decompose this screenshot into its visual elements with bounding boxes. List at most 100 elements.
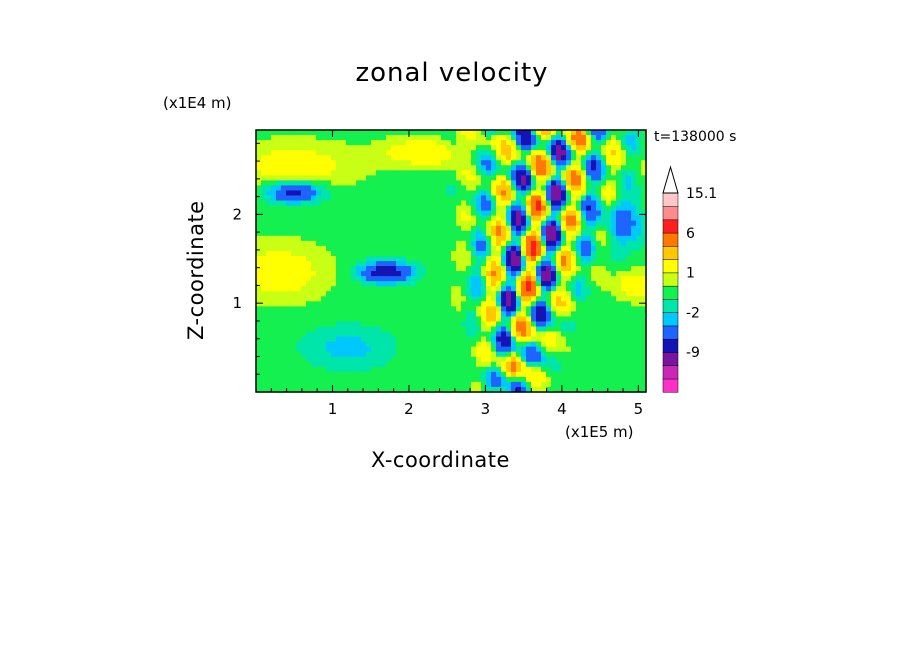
field-cell [291, 351, 297, 358]
field-cell [636, 351, 642, 358]
field-cell [366, 361, 372, 368]
field-cell [591, 381, 597, 388]
field-cell [361, 271, 367, 277]
field-cell [361, 220, 367, 227]
field-cell [556, 145, 562, 151]
field-cell [501, 185, 507, 192]
field-cell [456, 356, 462, 363]
field-cell [296, 155, 302, 161]
field-cell [426, 316, 432, 323]
field-cell [496, 195, 502, 202]
field-cell [456, 200, 462, 207]
field-cell [481, 281, 487, 287]
field-cell [556, 150, 562, 156]
field-cell [296, 286, 302, 292]
field-cell [401, 311, 407, 318]
field-cell [476, 291, 482, 297]
field-cell [521, 341, 527, 348]
field-cell [381, 346, 387, 353]
field-cell [341, 366, 347, 373]
field-cell [271, 356, 277, 363]
field-cell [316, 301, 322, 307]
field-cell [556, 255, 562, 262]
field-cell [481, 135, 487, 141]
field-cell [441, 225, 447, 232]
field-cell [286, 381, 292, 388]
field-cell [286, 195, 292, 202]
field-cell [391, 200, 397, 207]
field-cell [311, 266, 317, 272]
field-cell [351, 150, 357, 156]
field-cell [506, 165, 512, 171]
field-cell [446, 250, 452, 257]
field-cell [316, 235, 322, 242]
field-cell [451, 160, 457, 166]
field-cell [361, 291, 367, 297]
field-cell [406, 376, 412, 383]
field-cell [406, 271, 412, 277]
field-cell [301, 376, 307, 383]
field-cell [281, 150, 287, 156]
field-cell [461, 301, 467, 307]
field-cell [346, 366, 352, 373]
field-cell [341, 381, 347, 388]
field-cell [581, 326, 587, 333]
field-cell [611, 306, 617, 312]
field-cell [386, 230, 392, 237]
field-cell [481, 331, 487, 338]
field-cell [276, 245, 282, 252]
field-cell [326, 255, 332, 262]
field-cell [486, 235, 492, 242]
field-cell [641, 210, 647, 217]
field-cell [496, 175, 502, 181]
field-cell [536, 240, 542, 247]
field-cell [461, 326, 467, 333]
field-cell [581, 346, 587, 353]
field-cell [346, 281, 352, 287]
field-cell [621, 291, 627, 297]
field-cell [466, 266, 472, 272]
field-cell [321, 301, 327, 307]
field-cell [516, 215, 522, 222]
field-cell [586, 266, 592, 272]
field-cell [411, 361, 417, 368]
field-cell [386, 140, 392, 146]
field-cell [416, 361, 422, 368]
field-cell [626, 326, 632, 333]
field-cell [381, 306, 387, 312]
field-cell [446, 316, 452, 323]
field-cell [366, 150, 372, 156]
field-cell [286, 316, 292, 323]
field-cell [321, 376, 327, 383]
field-cell [436, 185, 442, 192]
field-cell [456, 235, 462, 242]
field-cell [261, 331, 267, 338]
field-cell [301, 336, 307, 343]
field-cell [366, 326, 372, 333]
field-cell [296, 361, 302, 368]
field-cell [471, 371, 477, 378]
field-cell [481, 316, 487, 323]
field-cell [586, 205, 592, 212]
field-cell [541, 311, 547, 318]
field-cell [466, 381, 472, 388]
field-cell [556, 175, 562, 181]
field-cell [261, 240, 267, 247]
field-cell [566, 190, 572, 197]
field-cell [581, 155, 587, 161]
field-cell [436, 235, 442, 242]
field-cell [346, 130, 352, 136]
field-cell [461, 366, 467, 373]
field-cell [561, 386, 567, 393]
field-cell [471, 200, 477, 207]
field-cell [556, 261, 562, 267]
field-cell [591, 205, 597, 212]
field-cell [581, 215, 587, 222]
field-cell [551, 135, 557, 141]
field-cell [586, 150, 592, 156]
field-cell [306, 366, 312, 373]
field-cell [271, 170, 277, 176]
field-cell [346, 356, 352, 363]
field-cell [276, 250, 282, 257]
field-cell [616, 155, 622, 161]
